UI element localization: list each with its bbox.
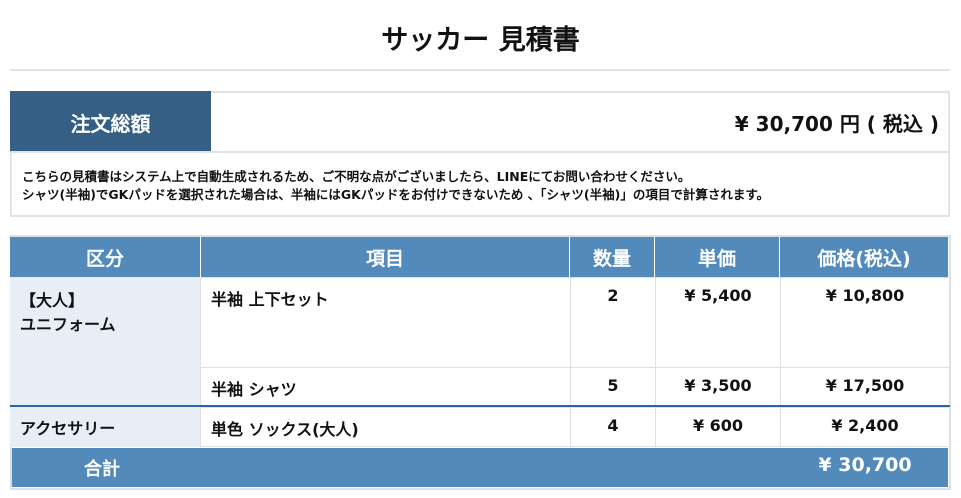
header-category: 区分 (10, 237, 200, 277)
item-cell: 単色 ソックス(大人) (200, 407, 571, 447)
notice-line: こちらの見積書はシステム上で自動生成されるため、ご不明な点がございましたら、LI… (22, 169, 691, 184)
total-row: 合計 ¥ 30,700 (12, 448, 948, 487)
unit-price-cell: ¥ 5,400 (655, 277, 781, 368)
category-label: アクセサリー (20, 419, 116, 438)
qty-cell: 2 (570, 277, 656, 368)
price-cell: ¥ 17,500 (780, 367, 950, 407)
divider (10, 69, 950, 71)
notice-line: シャツ(半袖)でGKパッドを選択された場合は、半袖にはGKパッドをお付けできない… (22, 187, 770, 202)
category-label: ユニフォーム (20, 315, 116, 334)
total-label: 合計 (84, 459, 120, 480)
price-cell: ¥ 10,800 (780, 277, 950, 368)
unit-price-cell: ¥ 3,500 (655, 367, 781, 407)
notice: こちらの見積書はシステム上で自動生成されるため、ご不明な点がございましたら、LI… (10, 151, 950, 217)
group-divider (10, 405, 950, 407)
header-qty: 数量 (570, 237, 654, 277)
qty-cell: 4 (570, 407, 656, 447)
category-label: 【大人】 (20, 291, 85, 310)
qty-cell: 5 (570, 367, 656, 407)
item-cell: 半袖 上下セット (200, 277, 571, 368)
price-cell: ¥ 2,400 (780, 407, 950, 447)
header-item: 項目 (201, 237, 569, 277)
total-value: ¥ 30,700 (818, 454, 912, 476)
header-unit-price: 単価 (655, 237, 779, 277)
category-cell: 【大人】 ユニフォーム (10, 277, 200, 406)
summary-label: 注文総額 (10, 91, 211, 153)
page-title: サッカー 見積書 (381, 25, 580, 56)
summary-value: ¥ 30,700 円 ( 税込 ) (734, 112, 939, 136)
item-cell: 半袖 シャツ (200, 367, 571, 407)
unit-price-cell: ¥ 600 (655, 407, 781, 447)
category-cell: アクセサリー (10, 407, 200, 447)
header-price: 価格(税込) (780, 237, 948, 277)
